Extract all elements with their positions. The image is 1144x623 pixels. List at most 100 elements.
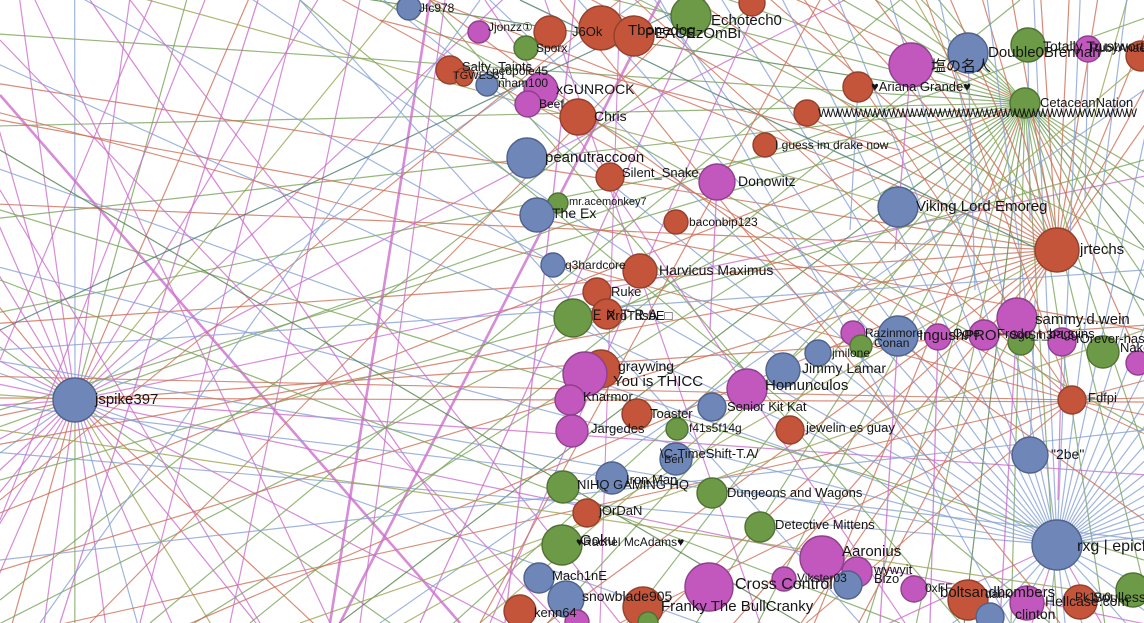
graph-node-jspike397[interactable] [52,377,98,423]
graph-node-senior-kit-kat[interactable] [697,392,727,422]
graph-node-echotech0[interactable] [670,0,712,37]
graph-node-jjonzz-[interactable] [467,20,491,44]
graph-node-jordan[interactable] [572,498,602,528]
graph-node--[interactable] [553,298,593,338]
graph-node-vikster03[interactable] [771,566,797,592]
graph-node-cetaceannation[interactable] [1009,87,1041,119]
graph-node-rxg-epicfacethe[interactable] [1031,519,1083,571]
graph-node-peacezombi[interactable] [613,15,655,57]
rxg-fan-up-edge [0,451,1058,546]
graph-node-sporx[interactable] [513,35,539,61]
graph-node[interactable] [738,0,766,17]
graph-node-homunculos[interactable] [726,368,768,410]
graph-node[interactable] [1125,40,1144,72]
graph-node--c-timeshift-t-a-[interactable] [659,442,693,476]
graph-edge [299,0,1051,623]
graph-node-kenn64[interactable] [503,594,537,623]
node-label: "2be" [1051,446,1084,462]
graph-node-bizo[interactable] [833,570,863,600]
graph-node-iron-man[interactable] [595,461,629,495]
graph-node-the-ex[interactable] [519,197,555,233]
graph-node[interactable] [637,611,659,623]
fdfpi-fan-right-edge [1071,399,1144,416]
graph-node-jrtechs[interactable] [1034,227,1080,273]
node-label: Iron Man [626,472,677,487]
graph-node-j6ok[interactable] [533,15,567,49]
graph-node-0xff[interactable] [900,575,928,603]
graph-node-toaster[interactable] [621,398,653,430]
graph-node-harvicus-maximus[interactable] [622,253,658,289]
graph-node-rrotdsbe-[interactable] [591,298,623,330]
graph-node-jfc978[interactable] [396,0,422,21]
graph-node-nihq-gaming-hq[interactable] [546,470,580,504]
graph-node-jargedes[interactable] [555,414,589,448]
rxg-fan-up-edge [1056,0,1128,546]
node-label: peanutraccoon [545,149,644,166]
graph-node-fdfpi[interactable] [1057,385,1087,415]
graph-node-nako[interactable] [1086,335,1120,369]
jspike397-fan-edge [74,0,188,401]
graph-node-jmilone[interactable] [804,339,832,367]
graph-node-dungeons-and-wagons[interactable] [696,477,728,509]
graph-node-knarmor[interactable] [554,384,586,416]
graph-node-detective-mittens[interactable] [744,511,776,543]
graph-node-ogre[interactable] [924,323,952,351]
graph-node-ingushpro[interactable] [877,315,919,357]
graph-node-silent-snake[interactable] [595,162,625,192]
graph-node-baconbip123[interactable] [663,209,689,235]
floating-node-label: dank [985,587,1012,601]
graph-node-rubyanael[interactable] [1074,35,1102,63]
graph-node-forever-hashhig[interactable] [1047,327,1077,357]
node-label: Bizo [874,571,899,586]
jspike397-fan-edge [74,399,392,623]
graph-node-f41s5f14g[interactable] [665,417,689,441]
graph-node-double0brennan[interactable] [947,32,989,74]
node-label: Double0Brennan [988,44,1101,61]
graph-node-nham100[interactable] [475,73,499,97]
graph-node-hellcase-com[interactable] [1062,584,1098,620]
graph-node[interactable] [564,609,590,623]
graph-node-cross-control[interactable] [684,562,734,612]
graph-node--ariana-grande-[interactable] [842,71,874,103]
graph-node--[interactable] [888,42,934,88]
graph-node-sammy-d-wein[interactable] [996,297,1038,339]
node-label: Detective Mittens [775,517,875,532]
graph-edge [129,0,621,623]
graph-edge [359,0,446,623]
graph-node[interactable] [1125,350,1144,376]
jspike397-fan-edge [0,130,76,401]
graph-node-peanutraccoon[interactable] [506,137,548,179]
node-label: 0xFF [925,581,952,595]
node-label: jrtechs [1079,241,1124,258]
graph-node-q3hardcore[interactable] [540,252,566,278]
node-label: Fdfpi [1088,390,1117,405]
graph-node-soulless3[interactable] [1115,572,1144,608]
graph-node-totally-trustworthy[interactable] [1010,27,1046,63]
node-label: RroTdsbE□ [606,308,673,323]
node-label: Toaster [650,406,693,421]
graph-node--2be-[interactable] [1011,436,1049,474]
graph-node-conan[interactable] [849,334,873,358]
cetaceannation-fan-edge [612,0,1026,104]
graph-node-viking-lord-emoreg[interactable] [877,186,919,228]
graph-node-mach1ne[interactable] [523,562,555,594]
graph-node-jimmy-lamar[interactable] [765,352,801,388]
graph-node-donowitz[interactable] [698,163,736,201]
graph-edge [479,0,821,623]
graph-node-frodo-t-baggins[interactable] [968,319,1000,351]
jrtechs-fan-edge [1011,0,1058,251]
graph-node-chris[interactable] [559,98,597,136]
graph-edge [0,429,1144,601]
graph-node-aaronius[interactable] [799,535,845,581]
graph-node-beef[interactable] [514,90,542,118]
graph-node-wwwwwwwwwwwwwwwwwwwwwwwwwwwwwwwwww[interactable] [793,99,821,127]
graph-node-clinton[interactable] [1009,585,1045,621]
node-label: Donowitz [738,173,796,189]
node-label: Harvicus Maximus [659,262,773,278]
graph-node[interactable] [975,602,1005,623]
graph-node-goku[interactable] [541,524,583,566]
graph-node-tgwes31[interactable] [454,67,474,87]
graph-node-i-guess-im-drake-now[interactable] [752,132,778,158]
node-label: I guess im drake now [775,138,889,152]
graph-node-jewelin-es-guay[interactable] [775,415,805,445]
